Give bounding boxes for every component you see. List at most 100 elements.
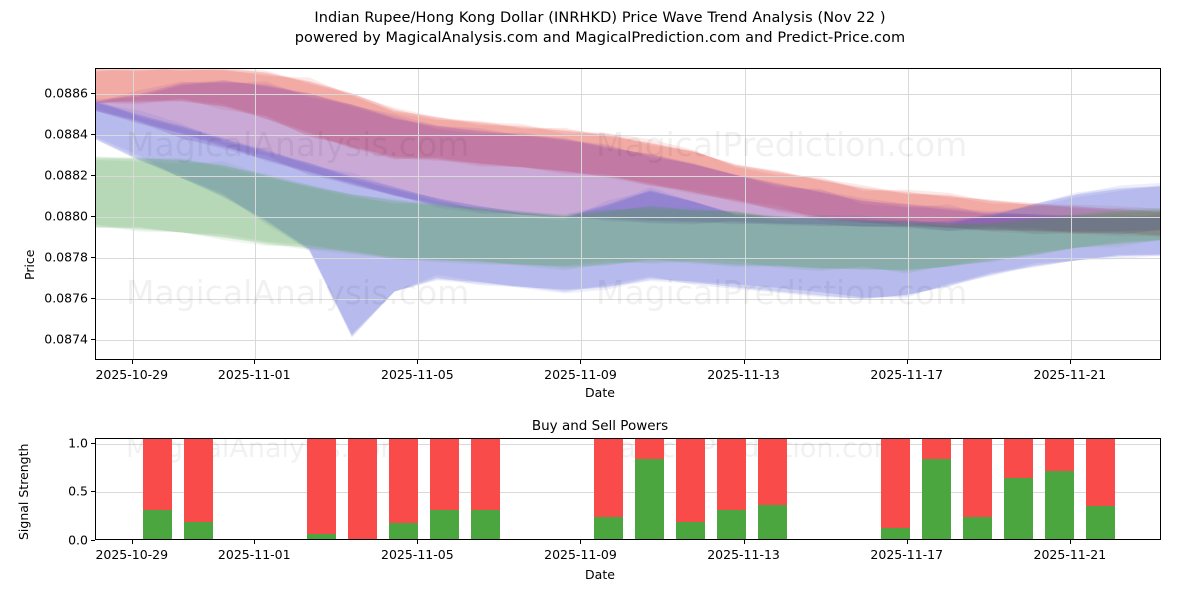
signal-bar[interactable] — [347, 439, 378, 539]
buy-power-segment — [880, 527, 911, 539]
buy-power-segment — [1044, 470, 1075, 539]
signal-bar[interactable] — [675, 439, 706, 539]
gridline — [744, 69, 746, 359]
price-x-tick-label: 2025-11-09 — [544, 367, 617, 382]
signal-y-tick-label: 1.0 — [68, 435, 88, 451]
price-bands-svg — [96, 69, 1160, 338]
signal-x-tick-label: 2025-11-21 — [1033, 547, 1107, 562]
signal-bar[interactable] — [470, 439, 501, 539]
signal-y-tick-label: 0.5 — [68, 483, 88, 499]
band-blue-layer — [96, 102, 1160, 337]
signal-x-tick-label: 2025-11-17 — [870, 547, 944, 562]
signal-bar[interactable] — [634, 439, 665, 539]
signal-bar[interactable] — [1044, 439, 1075, 539]
band-red-layer — [96, 69, 1160, 238]
signal-y-tickmark — [91, 491, 95, 493]
price-y-tick-label: 0.0874 — [44, 331, 88, 347]
price-y-tickmark — [91, 257, 95, 259]
price-x-tickmark — [743, 360, 745, 364]
signal-bar[interactable] — [183, 439, 214, 539]
gridline — [96, 217, 1160, 219]
price-chart-panel: MagicalAnalysis.com MagicalPrediction.co… — [0, 55, 1200, 405]
price-x-tickmark — [1069, 360, 1071, 364]
signal-x-tickmark — [580, 540, 582, 544]
signal-x-tick-label: 2025-11-13 — [707, 547, 780, 562]
sell-power-segment — [880, 439, 911, 539]
band-purple-layer — [96, 80, 1160, 235]
sell-power-segment — [347, 439, 378, 539]
signal-x-tickmark — [131, 540, 133, 544]
signal-bar[interactable] — [388, 439, 419, 539]
signal-y-tick-label: 0.0 — [68, 532, 88, 548]
signal-x-tick-label: 2025-11-01 — [217, 547, 291, 562]
band-purple-layer — [96, 80, 1160, 232]
gridline — [132, 69, 134, 359]
band-green-layer — [96, 156, 1160, 272]
signal-bar[interactable] — [306, 439, 337, 539]
signal-x-tickmark — [417, 540, 419, 544]
signal-x-tick-label: 2025-11-05 — [381, 547, 454, 562]
price-y-tick-label: 0.0876 — [44, 290, 88, 306]
price-y-tickmark — [91, 174, 95, 176]
signal-bar[interactable] — [880, 439, 911, 539]
signal-bar[interactable] — [429, 439, 460, 539]
signal-bar[interactable] — [921, 439, 952, 539]
signal-y-tickmark — [91, 442, 95, 444]
band-green-layer — [96, 160, 1160, 274]
gridline — [96, 258, 1160, 260]
buy-power-segment — [757, 505, 788, 539]
signal-bar[interactable] — [1085, 439, 1116, 539]
band-green-layer — [96, 156, 1160, 270]
buy-power-segment — [675, 521, 706, 539]
band-blue-layer — [96, 99, 1160, 338]
buy-power-segment — [142, 510, 173, 539]
gridline — [96, 134, 1160, 136]
price-plot-area: MagicalAnalysis.com MagicalPrediction.co… — [95, 68, 1161, 360]
buy-power-segment — [183, 521, 214, 539]
price-y-tick-label: 0.0882 — [44, 167, 88, 183]
band-red-layer — [96, 69, 1160, 235]
signal-x-tick-label: 2025-11-09 — [544, 547, 617, 562]
price-x-tickmark — [254, 360, 256, 364]
band-red-layer — [96, 69, 1160, 235]
signal-bar[interactable] — [593, 439, 624, 539]
price-x-tick-label: 2025-11-05 — [381, 367, 454, 382]
gridline — [96, 175, 1160, 177]
title-line-primary: Indian Rupee/Hong Kong Dollar (INRHKD) P… — [314, 10, 886, 26]
gridline — [96, 492, 1160, 494]
band-green-layer — [96, 158, 1160, 271]
price-x-tickmark — [417, 360, 419, 364]
gridline — [418, 69, 420, 359]
gridline — [581, 69, 583, 359]
signal-x-axis-title: Date — [585, 567, 615, 582]
buy-power-segment — [593, 516, 624, 539]
band-purple-layer — [96, 81, 1160, 232]
signal-bar[interactable] — [962, 439, 993, 539]
buy-power-segment — [921, 459, 952, 539]
band-green-layer — [96, 157, 1160, 271]
gridline — [907, 69, 909, 359]
signal-bar[interactable] — [716, 439, 747, 539]
band-red-layer — [96, 69, 1160, 236]
price-x-tickmark — [580, 360, 582, 364]
band-purple-layer — [96, 81, 1160, 235]
signal-bar[interactable] — [757, 439, 788, 539]
price-y-tickmark — [91, 133, 95, 135]
price-x-tick-label: 2025-11-21 — [1033, 367, 1107, 382]
signal-bar[interactable] — [1003, 439, 1034, 539]
title-line-secondary: powered by MagicalAnalysis.com and Magic… — [294, 30, 906, 46]
signal-bar[interactable] — [142, 439, 173, 539]
price-y-tick-label: 0.0878 — [44, 249, 88, 265]
price-x-tickmark — [906, 360, 908, 364]
gridline — [96, 299, 1160, 301]
gridline — [1070, 69, 1072, 359]
gridline — [96, 340, 1160, 342]
buy-power-segment — [634, 459, 665, 539]
price-x-tick-label: 2025-11-01 — [217, 367, 291, 382]
price-y-tick-label: 0.0884 — [44, 126, 88, 142]
signal-x-tickmark — [743, 540, 745, 544]
band-blue-layer — [96, 103, 1160, 336]
price-x-tick-label: 2025-11-13 — [707, 367, 780, 382]
signal-chart-title: Buy and Sell Powers — [531, 418, 669, 434]
gridline — [96, 93, 1160, 95]
